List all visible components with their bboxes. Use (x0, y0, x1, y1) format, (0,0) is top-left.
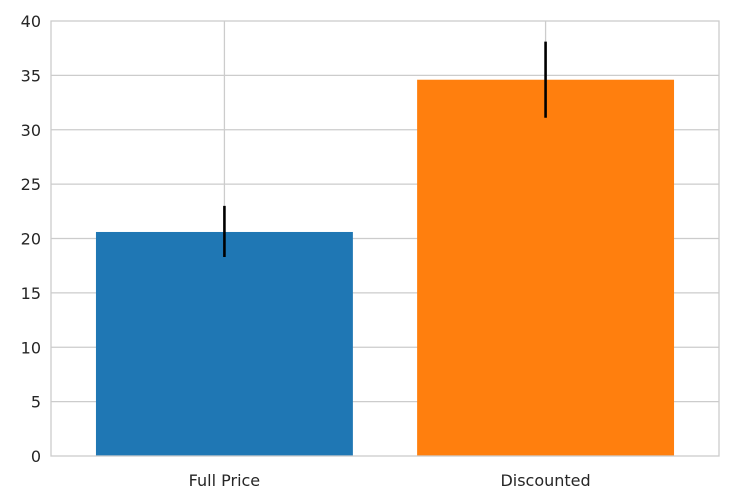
y-tick-label: 10 (21, 338, 41, 357)
bar-full-price (95, 231, 353, 456)
x-axis-ticks: Full Price Discounted (189, 471, 591, 490)
y-axis-ticks: 0 5 10 15 20 25 30 35 40 (21, 12, 41, 466)
y-tick-label: 40 (21, 12, 41, 31)
plot-frame (50, 20, 720, 457)
x-tick-label: Discounted (500, 471, 590, 490)
bars (95, 79, 675, 456)
y-tick-label: 20 (21, 230, 41, 249)
y-tick-label: 30 (21, 121, 41, 140)
y-tick-label: 5 (31, 393, 41, 412)
y-tick-label: 25 (21, 175, 41, 194)
y-tick-label: 0 (31, 447, 41, 466)
bar-discounted (417, 79, 675, 456)
x-tick-label: Full Price (189, 471, 260, 490)
error-bars (223, 41, 547, 257)
y-tick-label: 35 (21, 66, 41, 85)
y-tick-label: 15 (21, 284, 41, 303)
